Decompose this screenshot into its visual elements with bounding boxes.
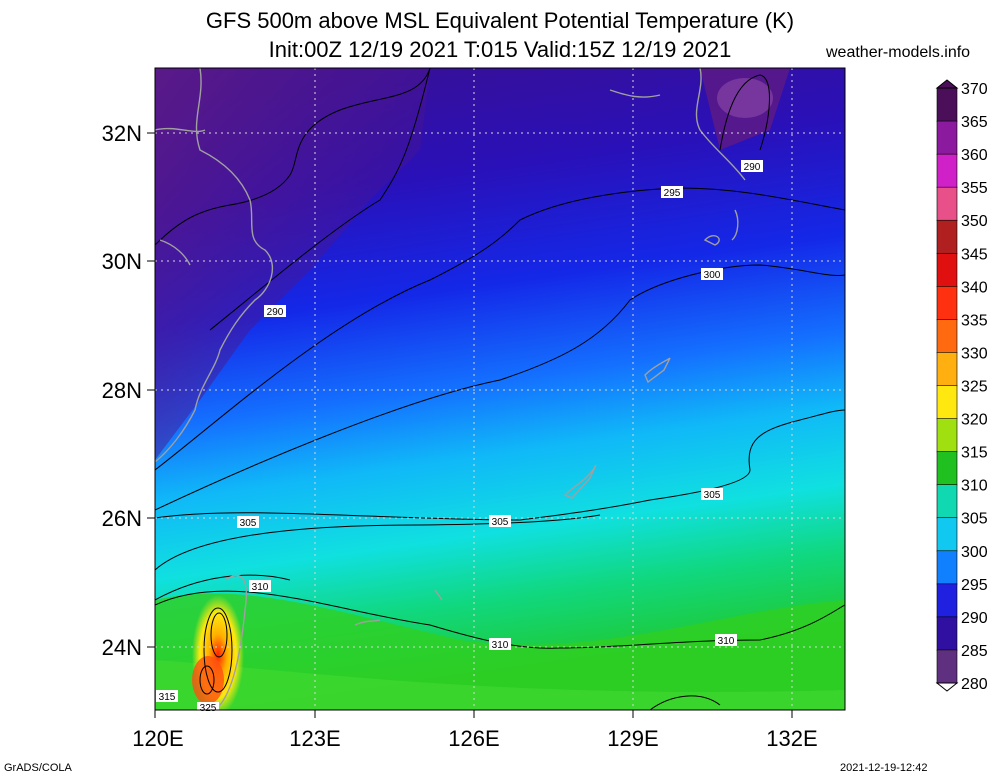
svg-text:305: 305	[704, 490, 721, 501]
contour-label-group: 290 295 300 305 305 305 310 310 310 290 …	[156, 160, 763, 714]
svg-text:295: 295	[664, 188, 681, 199]
lon-label: 132E	[766, 726, 817, 751]
coastlines	[155, 68, 746, 706]
svg-text:300: 300	[704, 270, 721, 281]
svg-text:290: 290	[744, 162, 761, 173]
contour-label: 305	[237, 516, 259, 529]
latitude-labels: 32N 30N 28N 26N 24N	[102, 121, 142, 660]
lat-label: 26N	[102, 506, 142, 531]
colorbar-swatch	[936, 120, 958, 155]
lon-label: 126E	[448, 726, 499, 751]
colorbar-label: 320	[961, 412, 988, 429]
colorbar-label: 315	[961, 445, 988, 462]
colorbar-label: 295	[961, 577, 988, 594]
map-title: GFS 500m above MSL Equivalent Potential …	[205, 8, 795, 33]
contour-label: 325	[197, 702, 219, 714]
contour-label: 310	[249, 580, 271, 593]
colorbar-swatch	[936, 186, 958, 222]
colorbar-label: 310	[961, 478, 988, 495]
colorbar-swatch	[936, 153, 958, 188]
contour-label: 305	[701, 488, 723, 501]
colorbar-label: 335	[961, 312, 988, 329]
colorbar-label: 300	[961, 544, 988, 561]
colorbar-label: 290	[961, 610, 988, 627]
svg-text:310: 310	[252, 582, 269, 593]
colorbar-swatch	[936, 219, 958, 255]
lat-label: 28N	[102, 378, 142, 403]
colorbar-swatch	[936, 319, 958, 354]
lon-label: 129E	[607, 726, 658, 751]
contour-label: 290	[741, 160, 763, 173]
colorbar-label: 305	[961, 511, 988, 528]
colorbar-swatch	[936, 550, 958, 585]
colorbar-swatch	[936, 451, 958, 486]
contour-label: 310	[715, 634, 737, 647]
colorbar-swatch	[936, 252, 958, 288]
contour-label: 310	[489, 638, 511, 651]
colorbar-swatch	[936, 87, 958, 122]
contour-label: 315	[156, 690, 178, 703]
svg-text:310: 310	[718, 636, 735, 647]
colorbar-swatch	[936, 583, 958, 618]
lat-label: 32N	[102, 121, 142, 146]
colorbar-swatch	[936, 286, 958, 321]
colorbar-swatch	[936, 616, 958, 651]
lon-label: 120E	[132, 726, 183, 751]
svg-text:305: 305	[240, 518, 257, 529]
credit-label: GrADS/COLA	[4, 762, 72, 774]
colorbar-label: 280	[961, 676, 988, 693]
lon-label: 123E	[289, 726, 340, 751]
colorbar-label: 285	[961, 643, 988, 660]
colorbar-label: 330	[961, 345, 988, 362]
lat-label: 30N	[102, 249, 142, 274]
lat-label: 24N	[102, 635, 142, 660]
colorbar-label: 350	[961, 213, 988, 230]
svg-text:310: 310	[492, 640, 509, 651]
svg-text:315: 315	[159, 692, 176, 703]
colorbar-label: 370	[961, 81, 988, 98]
graticule	[155, 68, 845, 710]
colorbar-swatch	[936, 418, 958, 453]
colorbar-label: 355	[961, 180, 988, 197]
map-subtitle: Init:00Z 12/19 2021 T:015 Valid:15Z 12/1…	[268, 37, 732, 62]
longitude-labels: 120E 123E 126E 129E 132E	[132, 726, 817, 751]
colorbar-label: 365	[961, 114, 988, 131]
colorbar-label: 345	[961, 246, 988, 263]
contour-label: 290	[264, 305, 286, 318]
colorbar-bottom-arrow	[935, 682, 959, 692]
colorbar-swatch	[936, 649, 958, 684]
colorbar-swatch	[936, 517, 958, 552]
colorbar-label: 325	[961, 379, 988, 396]
contour-lines	[155, 68, 845, 710]
colorbar: 370 365 360 355 350 345 340 335 330 325 320 315 310 3…	[935, 79, 988, 693]
plot-frame	[154, 67, 846, 711]
colorbar-swatch	[936, 352, 958, 387]
svg-text:325: 325	[200, 703, 217, 714]
colorbar-top-arrow	[935, 79, 959, 89]
colorbar-label: 340	[961, 279, 988, 296]
contour-label: 295	[661, 186, 683, 199]
contour-label: 305	[489, 515, 511, 528]
colorbar-swatch	[936, 385, 958, 420]
svg-text:290: 290	[267, 307, 284, 318]
svg-text:305: 305	[492, 517, 509, 528]
site-label: weather-models.info	[826, 44, 971, 61]
colorbar-swatch	[936, 484, 958, 519]
colorbar-label: 360	[961, 147, 988, 164]
contour-label: 300	[701, 268, 723, 281]
timestamp-label: 2021-12-19-12:42	[840, 762, 928, 774]
axis-ticks	[147, 132, 793, 718]
